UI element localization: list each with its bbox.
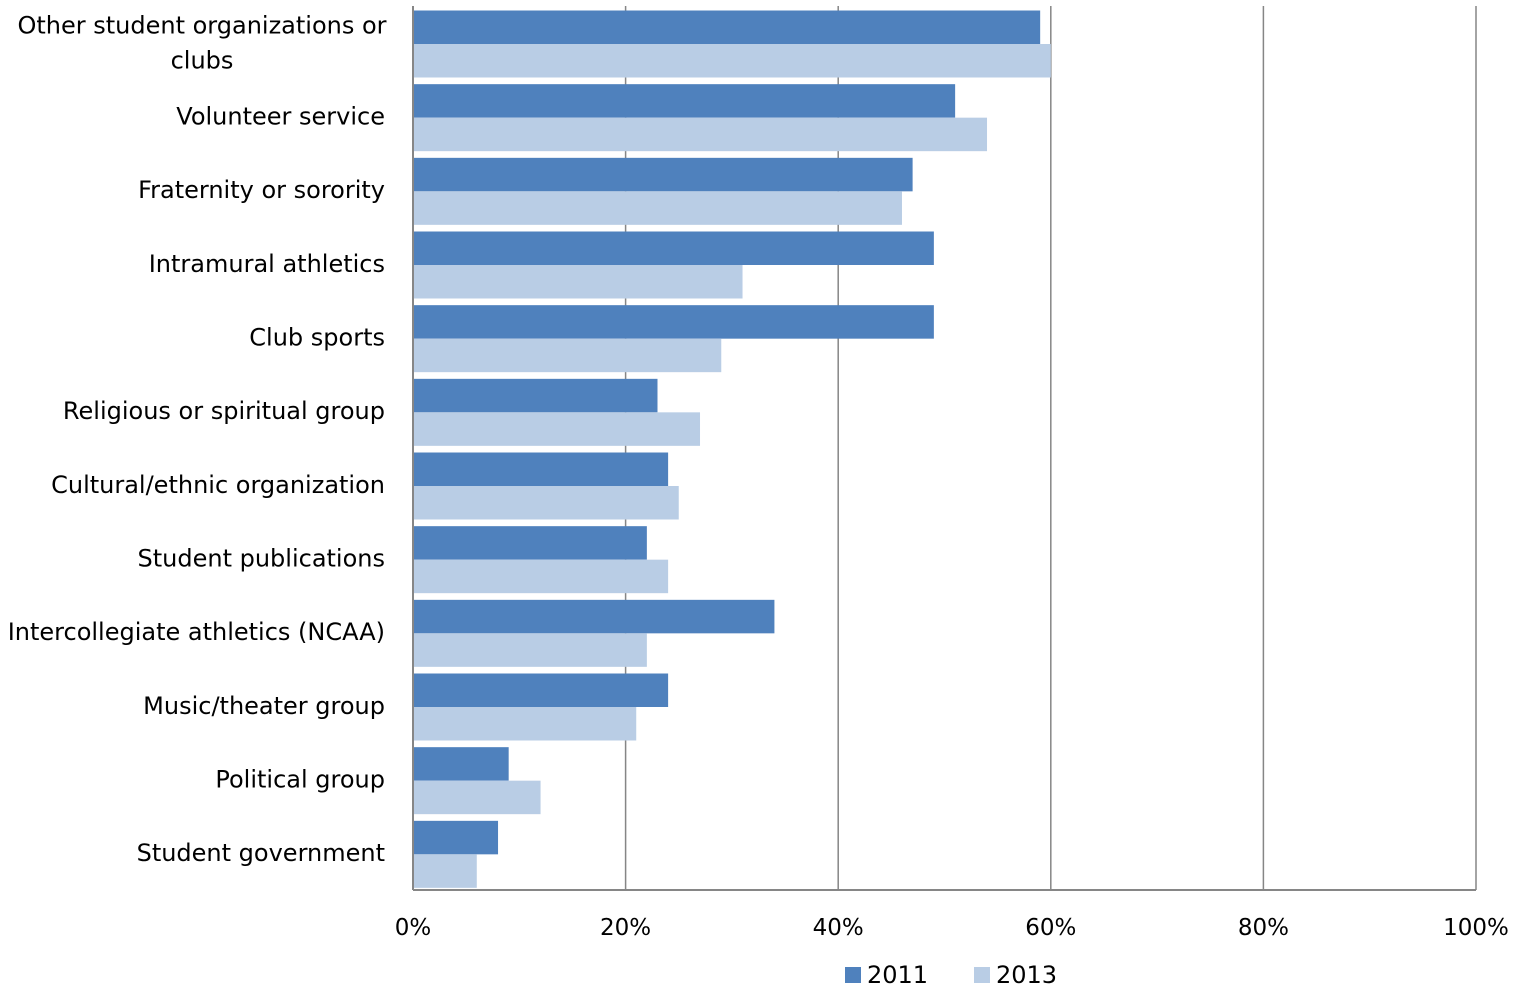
category-label: Student government (137, 839, 385, 867)
x-tick-label: 60% (1025, 915, 1076, 941)
category-label: Religious or spiritual group (63, 397, 385, 425)
category-label: Volunteer service (176, 103, 385, 131)
category-label-line: Political group (215, 766, 385, 794)
bar-2011-7 (413, 526, 647, 560)
category-label: Music/theater group (143, 692, 385, 720)
x-axis-tick-labels: 0% 20% 40% 60% 80% 100% (395, 915, 1509, 941)
category-label-line: Religious or spiritual group (63, 397, 385, 425)
bar-2013-5 (413, 412, 701, 446)
category-label: Cultural/ethnic organization (51, 471, 385, 499)
category-label: Fraternity or sorority (138, 176, 385, 204)
bar-2011-1 (413, 84, 956, 118)
bar-2013-2 (413, 191, 902, 225)
category-label-line: Music/theater group (143, 692, 385, 720)
category-label-line: Student publications (138, 545, 386, 573)
x-tick-label: 0% (395, 915, 432, 941)
category-label-line: clubs (171, 46, 234, 74)
x-tick-label: 100% (1443, 915, 1509, 941)
category-label-line: Intramural athletics (149, 250, 385, 278)
category-label-line: Volunteer service (176, 103, 385, 131)
category-label: Other student organizations or clubs (17, 11, 386, 74)
category-label-line: Intercollegiate athletics (NCAA) (8, 618, 385, 646)
category-label: Political group (215, 766, 385, 794)
bar-2011-6 (413, 452, 669, 486)
gridlines (624, 6, 1477, 890)
bar-2013-4 (413, 338, 722, 373)
category-label-line: Cultural/ethnic organization (51, 471, 385, 499)
category-label: Student publications (138, 545, 386, 573)
legend-swatch-2011 (845, 967, 861, 983)
legend-swatch-2013 (974, 967, 990, 983)
category-labels: Other student organizations or clubs Volun… (8, 11, 387, 867)
bar-2011-10 (413, 747, 509, 781)
bar-2011-9 (413, 673, 669, 707)
category-label: Club sports (249, 324, 385, 352)
x-tick-label: 40% (813, 915, 864, 941)
bar-2011-0 (413, 10, 1041, 44)
bar-2011-8 (413, 599, 775, 634)
bar-2013-6 (413, 486, 679, 520)
bar-2013-10 (413, 780, 541, 815)
category-label-line: Student government (137, 839, 385, 867)
bar-2011-3 (413, 231, 934, 265)
bar-2011-4 (413, 305, 934, 339)
category-label-line: Fraternity or sorority (138, 176, 385, 204)
bar-2013-9 (413, 707, 637, 741)
bars (413, 10, 1051, 888)
bar-2011-11 (413, 820, 499, 855)
legend-label-2011: 2011 (867, 961, 928, 987)
category-label: Intercollegiate athletics (NCAA) (8, 618, 385, 646)
bar-2013-11 (413, 854, 477, 888)
bar-2011-2 (413, 157, 913, 192)
bar-2013-8 (413, 633, 647, 667)
category-label: Intramural athletics (149, 250, 385, 278)
bar-2011-5 (413, 378, 658, 413)
bar-2013-1 (413, 117, 988, 152)
bar-2013-7 (413, 559, 669, 594)
legend: 2011 2013 (845, 961, 1057, 987)
bar-2013-0 (413, 44, 1051, 78)
legend-label-2013: 2013 (996, 961, 1057, 987)
x-tick-label: 20% (600, 915, 651, 941)
category-label-line: Club sports (249, 324, 385, 352)
category-label-line: Other student organizations or (17, 11, 386, 39)
axes (412, 6, 1476, 891)
bar-2013-3 (413, 265, 743, 299)
x-tick-label: 80% (1238, 915, 1289, 941)
